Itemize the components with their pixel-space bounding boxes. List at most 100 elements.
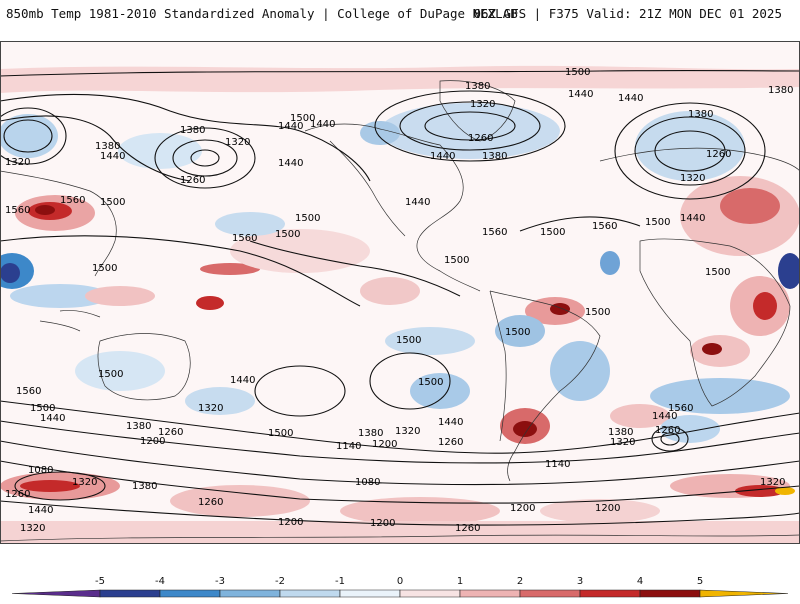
contour-label: 1380	[768, 85, 793, 96]
contour-label: 1500	[565, 67, 590, 78]
contour-label: 1380	[180, 125, 205, 136]
contour-labels: 1500 1380 1320 1440 1260 1380 1320 1500 …	[5, 67, 793, 534]
contour-label: 1560	[592, 221, 617, 232]
contour-label: 1320	[5, 157, 30, 168]
anomaly-map: 1500 1380 1320 1440 1260 1380 1320 1500 …	[0, 41, 800, 544]
contour-label: 1440	[680, 213, 705, 224]
contour-label: 1440	[430, 151, 455, 162]
contour-label: 1500	[585, 307, 610, 318]
contour-label: 1500	[444, 255, 469, 266]
colorbar-tick-label: 4	[637, 576, 643, 587]
contour-label: 1500	[418, 377, 443, 388]
contour-label: 1500	[396, 335, 421, 346]
contour-label: 1200	[278, 517, 303, 528]
contour-label: 1260	[180, 175, 205, 186]
contour-label: 1260	[655, 425, 680, 436]
contour-label: 1440	[652, 411, 677, 422]
contour-label: 1260	[455, 523, 480, 534]
contour-label: 1260	[5, 489, 30, 500]
colorbar-tick-label: 3	[577, 576, 583, 587]
contour-label: 1320	[72, 477, 97, 488]
contour-label: 1560	[668, 403, 693, 414]
contour-label: 1080	[28, 465, 53, 476]
height-contours	[0, 70, 800, 526]
contour-label: 1560	[482, 227, 507, 238]
contour-label: 1260	[198, 497, 223, 508]
colorbar-tick-label: 5	[697, 576, 703, 587]
colorbar-segment	[159, 589, 221, 598]
contour-label: 1200	[372, 439, 397, 450]
contour-label: 1320	[760, 477, 785, 488]
colorbar-segment	[219, 589, 281, 598]
colorbar-tick-label: -5	[95, 576, 105, 587]
colorbar-tick-label: -3	[215, 576, 225, 587]
contour-label: 1560	[16, 386, 41, 397]
colorbar-segment	[279, 589, 341, 598]
contour-label: 1440	[618, 93, 643, 104]
contour-label: 1440	[568, 89, 593, 100]
contour-label: 1380	[132, 481, 157, 492]
colorbar-segment	[99, 589, 161, 598]
contour-label: 1320	[395, 426, 420, 437]
model-run-info: 06Z GFS | F375 Valid: 21Z MON DEC 01 202…	[473, 6, 782, 21]
colorbar-tick-label: -4	[155, 576, 165, 587]
colorbar-segment	[339, 589, 401, 598]
contour-label: 1440	[405, 197, 430, 208]
contour-label: 1440	[40, 413, 65, 424]
contour-label: 1500	[290, 113, 315, 124]
contour-label: 1140	[336, 441, 361, 452]
colorbar-segment	[519, 589, 581, 598]
colorbar-segment	[11, 589, 101, 598]
contour-label: 1320	[20, 523, 45, 534]
contour-label: 1320	[225, 137, 250, 148]
contour-label: 1500	[275, 229, 300, 240]
colorbar-legend: -5 -4 -3 -2 -1 0 1 2 3 4 5	[0, 570, 800, 600]
colorbar-segment	[399, 589, 461, 598]
contour-label: 1380	[358, 428, 383, 439]
contour-label: 1440	[230, 375, 255, 386]
contour-label: 1440	[278, 158, 303, 169]
contour-label: 1260	[438, 437, 463, 448]
colorbar-segment	[579, 589, 641, 598]
contour-label: 1500	[100, 197, 125, 208]
contour-label: 1560	[60, 195, 85, 206]
contour-label: 1500	[92, 263, 117, 274]
contour-label: 1200	[370, 518, 395, 529]
contour-label: 1440	[100, 151, 125, 162]
contour-label: 1560	[5, 205, 30, 216]
map-svg: 1500 1380 1320 1440 1260 1380 1320 1500 …	[0, 41, 800, 544]
colorbar-segment	[459, 589, 521, 598]
map-title: 850mb Temp 1981-2010 Standardized Anomal…	[6, 6, 518, 21]
contour-label: 1380	[126, 421, 151, 432]
header: 850mb Temp 1981-2010 Standardized Anomal…	[0, 0, 800, 28]
contour-label: 1440	[438, 417, 463, 428]
coastlines	[0, 80, 800, 542]
contour-label: 1380	[688, 109, 713, 120]
contour-label: 1380	[95, 141, 120, 152]
colorbar-svg: -5 -4 -3 -2 -1 0 1 2 3 4 5	[11, 576, 789, 598]
contour-label: 1080	[355, 477, 380, 488]
contour-label: 1140	[545, 459, 570, 470]
colorbar-tick-label: -1	[335, 576, 345, 587]
contour-label: 1500	[540, 227, 565, 238]
contour-label: 1440	[278, 121, 303, 132]
contour-label: 1320	[198, 403, 223, 414]
contour-label: 1380	[608, 427, 633, 438]
contour-label: 1200	[510, 503, 535, 514]
contour-label: 1500	[295, 213, 320, 224]
colorbar-segment	[639, 589, 701, 598]
colorbar-segment	[699, 589, 789, 598]
contour-label: 1260	[468, 133, 493, 144]
contour-label: 1500	[268, 428, 293, 439]
colorbar-tick-label: 1	[457, 576, 463, 587]
contour-label: 1500	[645, 217, 670, 228]
contour-label: 1380	[482, 151, 507, 162]
contour-label: 1560	[232, 233, 257, 244]
contour-label: 1440	[28, 505, 53, 516]
colorbar-tick-label: 0	[397, 576, 403, 587]
contour-label: 1200	[140, 436, 165, 447]
contour-label: 1440	[310, 119, 335, 130]
contour-label: 1320	[610, 437, 635, 448]
colorbar-tick-label: 2	[517, 576, 523, 587]
contour-label: 1380	[465, 81, 490, 92]
